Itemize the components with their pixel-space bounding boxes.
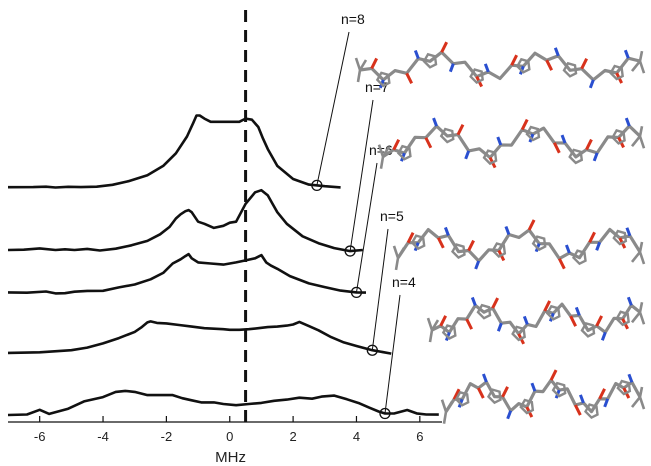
spectrum-trace (7, 389, 439, 417)
molecule-structure (354, 41, 646, 89)
molecule-structure (440, 369, 646, 424)
spectra-traces (7, 114, 439, 417)
x-tick-label: -6 (34, 429, 46, 444)
callout-line (355, 162, 378, 293)
x-tick-label: -2 (161, 429, 173, 444)
series-label: n=4 (392, 274, 416, 290)
callout-line (349, 99, 374, 252)
molecule-structures (354, 41, 646, 424)
series-marker (379, 407, 391, 420)
callout-line (371, 228, 389, 351)
molecule-structure (426, 296, 646, 345)
x-tick-label: 4 (353, 429, 360, 444)
spectrum-trace (7, 320, 392, 355)
x-tick-label: 6 (416, 429, 423, 444)
series-label: n=5 (380, 208, 404, 224)
series-marker (350, 286, 363, 299)
callout-line (384, 294, 401, 414)
series-label: n=7 (365, 79, 389, 95)
x-tick-label: 2 (289, 429, 296, 444)
series-marker (366, 344, 378, 356)
callout-line (316, 31, 350, 186)
spectrum-trace (7, 252, 367, 295)
x-axis: -6 -4 -2 0 2 4 6 MHz (8, 416, 442, 466)
series-marker (344, 245, 356, 257)
molecule-structure (377, 117, 646, 169)
spectrum-trace (7, 188, 363, 253)
x-tick-label: 0 (226, 429, 233, 444)
series-label: n=8 (341, 11, 365, 27)
x-tick-label: -4 (97, 429, 109, 444)
series-marker (311, 179, 323, 192)
x-axis-title: MHz (215, 449, 246, 466)
spectrum-trace (7, 114, 341, 189)
x-ticks: -6 -4 -2 0 2 4 6 (34, 416, 423, 444)
plot-area: n=8n=7n=6n=5n=4 (7, 10, 439, 422)
molecule-structure (392, 219, 646, 271)
